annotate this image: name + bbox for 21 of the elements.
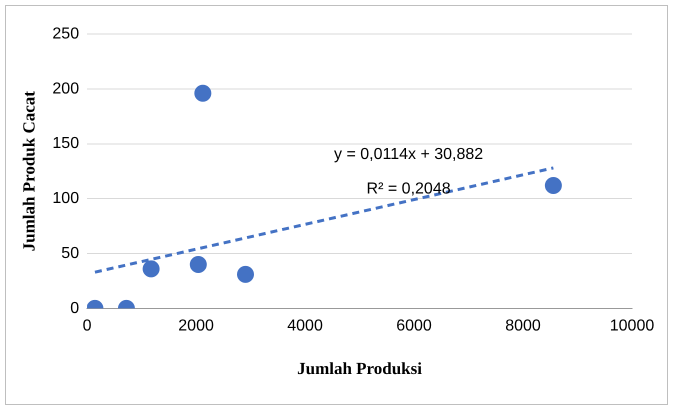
x-axis-title: Jumlah Produksi bbox=[297, 359, 422, 378]
y-tick-label: 250 bbox=[52, 25, 80, 42]
point bbox=[190, 256, 207, 273]
point bbox=[142, 260, 160, 278]
annotation: R² = 0,2048 bbox=[366, 180, 451, 198]
y-tick-label: 100 bbox=[52, 190, 80, 208]
x-tick-label: 10000 bbox=[610, 317, 654, 334]
y-tick-label: 150 bbox=[52, 135, 80, 152]
x-tick-label: 8000 bbox=[505, 317, 541, 334]
point bbox=[544, 176, 562, 194]
y-tick-label: 200 bbox=[52, 80, 80, 98]
x-tick-label: 6000 bbox=[396, 317, 432, 334]
point bbox=[237, 266, 254, 283]
y-tick-label: 0 bbox=[70, 300, 80, 317]
x-tick-label: 4000 bbox=[287, 317, 323, 334]
annotation: y = 0,0114x + 30,882 bbox=[334, 146, 484, 164]
y-axis-title: Jumlah Produk Cacat bbox=[20, 90, 39, 252]
x-tick-label: 2000 bbox=[178, 317, 214, 334]
y-tick-label: 50 bbox=[61, 244, 80, 262]
point bbox=[194, 84, 212, 102]
x-tick-label: 0 bbox=[82, 317, 92, 334]
